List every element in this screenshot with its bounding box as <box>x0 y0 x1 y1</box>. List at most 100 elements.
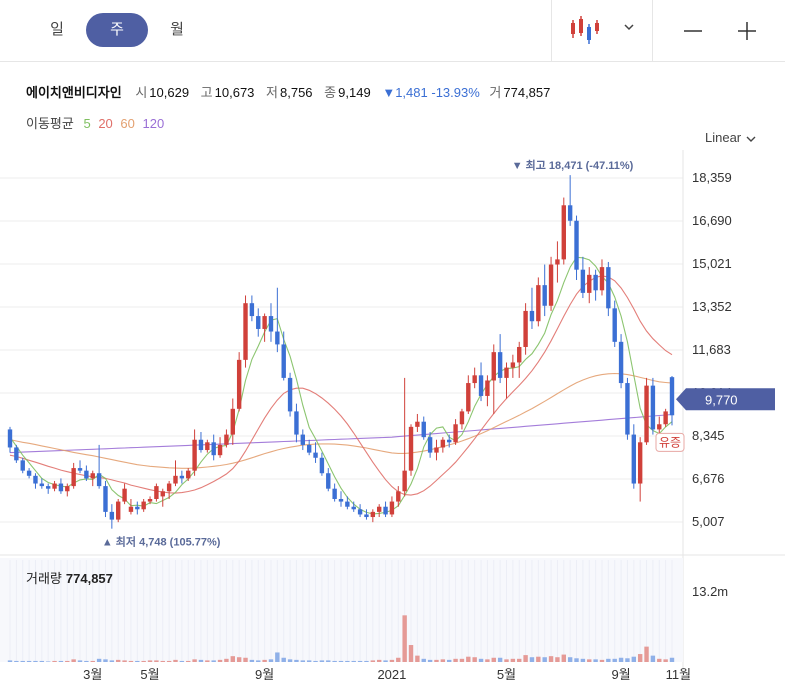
volume-bar <box>650 655 656 662</box>
volume-bar <box>103 659 108 662</box>
volume-bar <box>631 656 637 662</box>
ma-label: 이동평균 <box>26 116 74 131</box>
candle-body <box>20 460 25 471</box>
volume-bar <box>625 658 630 662</box>
close-label: 종 <box>324 85 337 100</box>
volume-bar <box>402 615 407 662</box>
volume-bar <box>154 660 159 662</box>
volume-bar <box>523 655 528 662</box>
volume-bar <box>644 646 649 662</box>
candle-body <box>71 468 76 487</box>
y-tick-label: 8,345 <box>692 428 725 443</box>
toolbar-divider <box>652 0 653 62</box>
volume-bar <box>173 659 178 662</box>
close-value: 9,149 <box>338 85 371 100</box>
candle-body <box>154 486 159 499</box>
candle-body <box>606 267 611 309</box>
scale-selector[interactable]: Linear <box>705 130 757 145</box>
tab-monthly[interactable]: 월 <box>170 21 184 38</box>
volume-bar <box>542 657 547 662</box>
volume-bar <box>606 658 611 662</box>
warning-badge <box>655 432 685 452</box>
candle-body <box>376 506 382 512</box>
x-tick-label: 11월 <box>666 667 691 682</box>
volume-bar <box>396 657 401 662</box>
volume-label: 거 <box>489 85 502 100</box>
candle-body <box>313 452 318 458</box>
candle-body <box>389 501 395 515</box>
volume-bar <box>319 660 325 662</box>
low-label: 저 <box>266 85 278 100</box>
candle-body <box>383 506 388 515</box>
candle-body <box>128 506 134 512</box>
y-tick-label: 13,352 <box>692 299 732 314</box>
volume-bar <box>389 659 395 662</box>
candle-body <box>58 483 64 492</box>
volume-bar <box>376 659 382 662</box>
volume-bar <box>52 660 57 662</box>
volume-bar <box>618 657 624 662</box>
candle-body <box>262 316 267 329</box>
volume-bar <box>364 660 369 662</box>
volume-bar <box>179 660 185 662</box>
candle-body <box>370 511 376 518</box>
volume-bar <box>536 656 541 662</box>
tab-weekly[interactable]: 주 <box>86 13 148 47</box>
candle-body <box>542 285 547 306</box>
volume-bar <box>39 660 45 662</box>
volume-bar <box>160 660 165 662</box>
price-chart[interactable]: 18,35916,69015,02113,35211,68310,0148,34… <box>0 150 785 690</box>
candle-body <box>294 411 299 435</box>
high-value: 10,673 <box>214 85 255 100</box>
volume-bar <box>657 658 662 662</box>
volume-bar <box>205 660 210 662</box>
volume-panel-value: 774,857 <box>65 571 113 586</box>
y-tick-label: 15,021 <box>692 256 732 271</box>
candle-body <box>147 498 153 502</box>
volume-bar <box>669 657 675 662</box>
candle-body <box>211 442 216 456</box>
candle-body <box>198 439 204 451</box>
candle-body <box>434 447 439 453</box>
volume-bar <box>447 659 452 662</box>
ma5-period: 5 <box>83 116 91 131</box>
chevron-down-icon[interactable] <box>622 20 636 34</box>
tab-daily[interactable]: 일 <box>50 21 64 38</box>
volume-bar <box>306 660 312 662</box>
candle-body <box>345 501 350 507</box>
stock-name: 에이치앤비디자인 <box>26 85 122 100</box>
ma5-line <box>9 256 673 515</box>
volume-bar <box>236 657 242 662</box>
candle-body <box>52 483 57 489</box>
candle-body <box>657 424 662 430</box>
volume-bar <box>612 658 617 662</box>
candle-body <box>287 377 293 412</box>
zoom-out-icon[interactable] <box>676 14 710 48</box>
down-triangle-icon: ▼ <box>382 85 396 100</box>
candle-body <box>116 501 121 520</box>
volume-bars <box>0 558 683 662</box>
candle-body <box>39 483 45 487</box>
candle-body <box>256 316 261 329</box>
candle-body <box>421 421 426 438</box>
high-marker: ▼ 최고 18,471 (-47.11%) <box>512 158 634 172</box>
volume-bar <box>338 660 344 662</box>
volume-bar <box>262 659 267 662</box>
volume-bar <box>383 660 388 662</box>
volume-bar <box>84 660 89 662</box>
zoom-in-icon[interactable] <box>730 14 764 48</box>
current-price-label: 9,770 <box>705 392 738 407</box>
candlestick-chart-icon[interactable] <box>568 14 602 46</box>
candle-body <box>408 426 414 471</box>
candle-body <box>243 303 248 360</box>
y-tick-label: 5,007 <box>692 514 725 529</box>
candle-body <box>84 470 89 479</box>
candle-body <box>7 429 13 448</box>
volume-panel-label: 거래량 774,857 <box>26 568 113 587</box>
volume-bar <box>217 659 223 662</box>
volume-bar <box>313 660 318 662</box>
open-value: 10,629 <box>149 85 190 100</box>
candle-body <box>96 473 102 487</box>
candle-body <box>217 444 223 456</box>
volume-bar <box>65 660 70 662</box>
